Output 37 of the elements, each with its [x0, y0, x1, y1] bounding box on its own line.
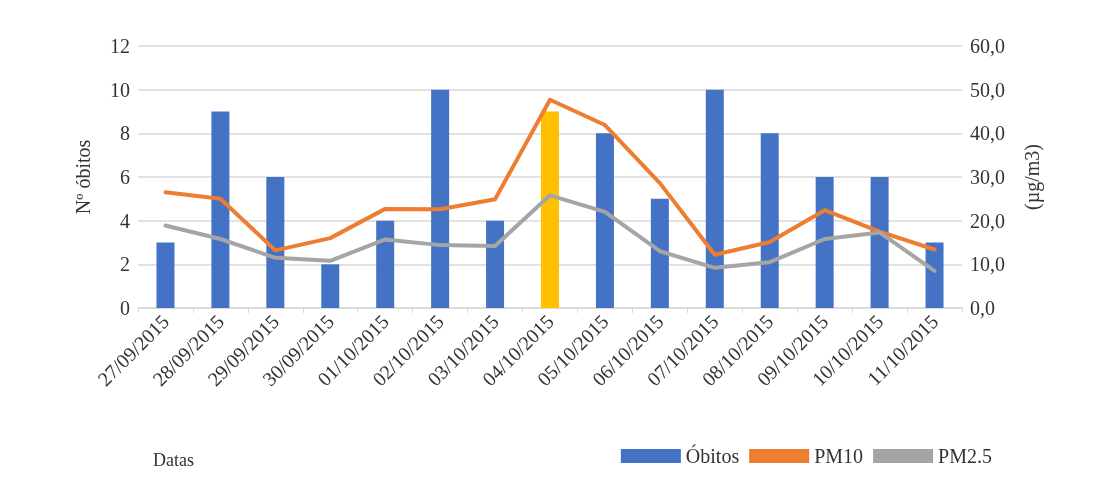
y-tick-label: 0	[120, 297, 130, 319]
y2-tick-label: 40,0	[970, 122, 1005, 145]
bar	[815, 177, 834, 308]
y2-tick-label: 0,0	[970, 297, 995, 319]
y2-tick-label: 50,0	[970, 78, 1005, 101]
bar	[705, 89, 724, 308]
bar	[211, 111, 230, 308]
bar	[431, 89, 450, 308]
legend-label: Óbitos	[685, 444, 740, 467]
bar	[870, 177, 889, 308]
bar	[486, 220, 505, 308]
bar	[925, 242, 944, 308]
y-tick-label: 8	[120, 122, 130, 145]
y2-axis-title: (µg/m3)	[1021, 144, 1044, 210]
legend-label: PM10	[814, 445, 864, 467]
y-tick-label: 6	[120, 166, 130, 188]
legend-label: PM2.5	[938, 445, 992, 467]
y-tick-label: 2	[120, 253, 130, 276]
x-axis-title: Datas	[153, 450, 194, 470]
y-tick-label: 12	[110, 35, 130, 57]
y-tick-label: 10	[110, 78, 130, 101]
y2-tick-label: 10,0	[970, 253, 1005, 276]
bar	[760, 133, 779, 308]
y2-tick-label: 20,0	[970, 209, 1005, 232]
bar	[595, 133, 614, 308]
line-series	[163, 97, 937, 257]
bar	[266, 177, 285, 308]
bar	[650, 198, 669, 308]
bar	[541, 111, 559, 308]
line-series	[163, 193, 937, 273]
y2-tick-label: 60,0	[970, 35, 1005, 57]
bar	[376, 220, 395, 308]
y-tick-label: 4	[120, 209, 130, 232]
y-axis-title: Nº óbitos	[72, 139, 94, 215]
bar	[321, 264, 340, 308]
y2-tick-label: 30,0	[970, 166, 1005, 188]
bar	[156, 242, 175, 308]
